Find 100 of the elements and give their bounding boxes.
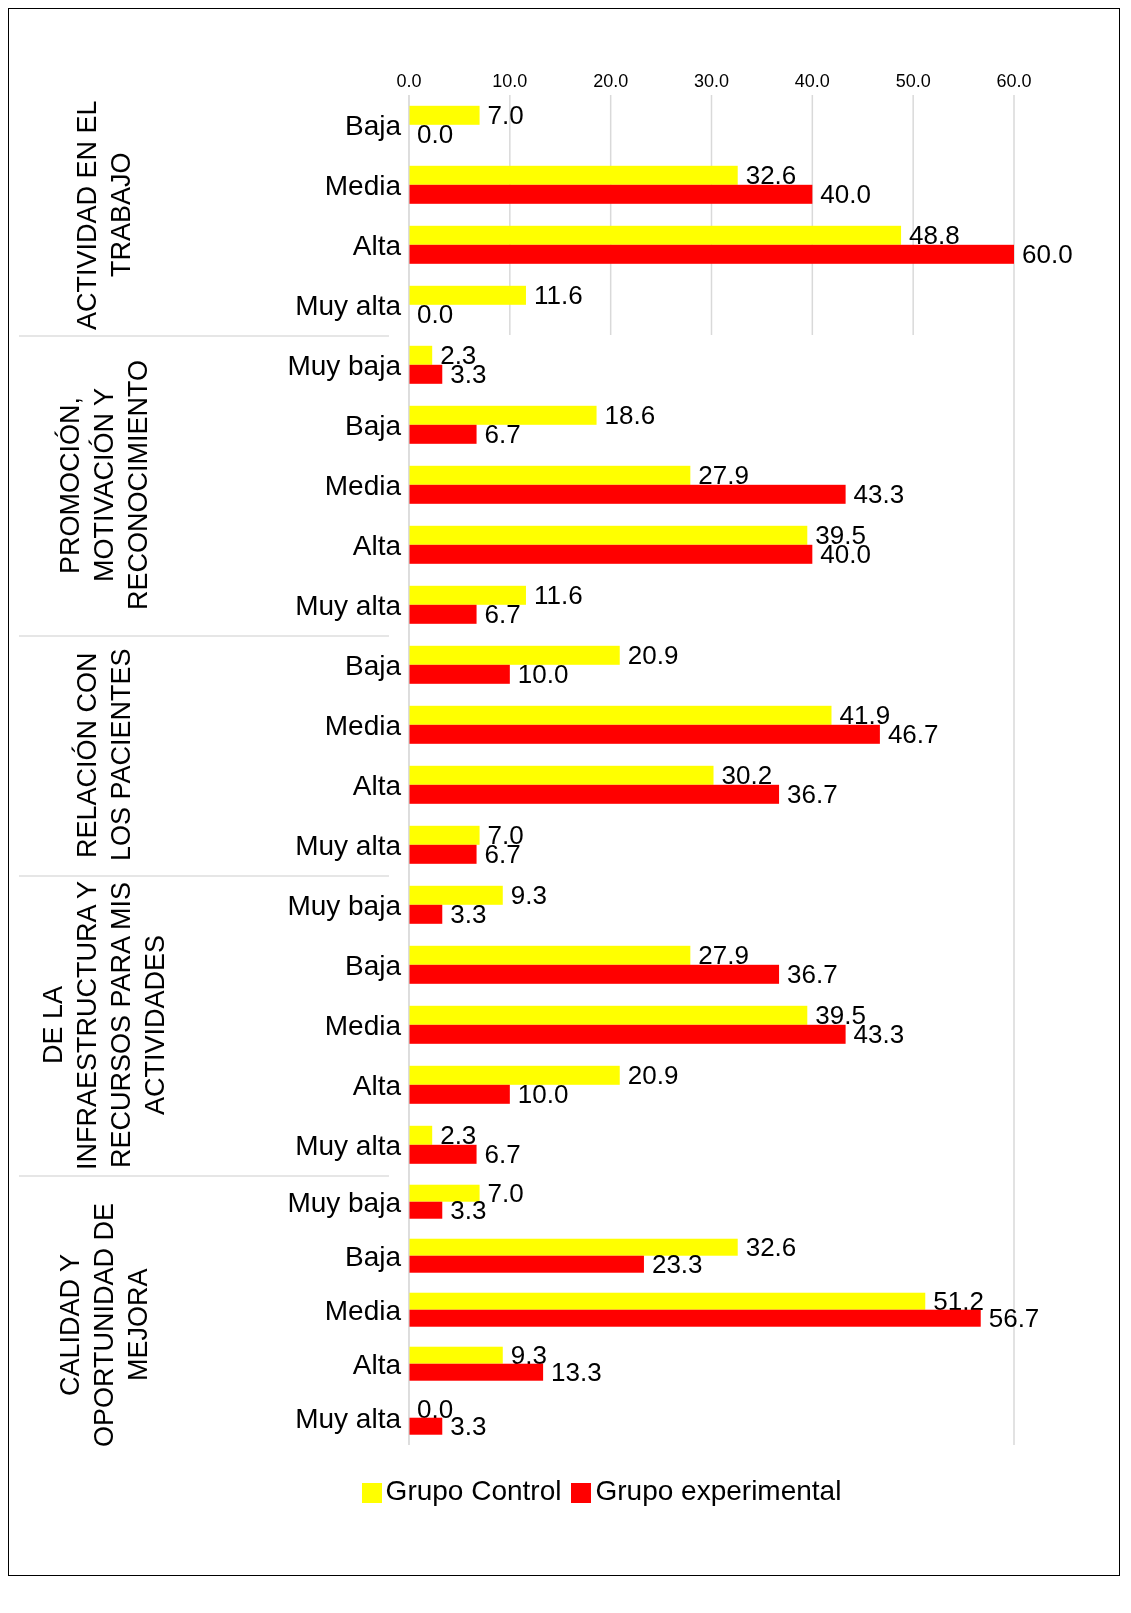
data-label: 36.7	[787, 959, 838, 990]
bar	[409, 525, 808, 545]
y-tick-label: Media	[324, 169, 402, 201]
y-tick-label: Muy baja	[287, 349, 402, 381]
y-tick-label: Baja	[344, 109, 402, 141]
bar	[409, 244, 1014, 264]
data-label: 23.3	[651, 1249, 703, 1280]
bar	[409, 1292, 926, 1310]
bar	[409, 285, 526, 305]
y-tick-label: Alta	[352, 1069, 402, 1101]
data-label: 32.6	[745, 160, 797, 191]
text: CALIDAD Y OPORTUNIDAD DE MEJORA	[54, 1202, 154, 1449]
y-tick-label: Media	[324, 709, 402, 741]
data-label: 9.3	[510, 1340, 547, 1371]
y-tick-label: Alta	[352, 769, 402, 801]
data-label: 41.9	[839, 700, 891, 731]
x-tick-label: 30.0	[693, 71, 730, 91]
bar	[409, 1144, 477, 1164]
y-tick-label: Baja	[344, 949, 402, 981]
bar	[409, 664, 510, 684]
data-label: 27.9	[698, 940, 749, 971]
data-label: 48.8	[909, 220, 960, 251]
data-label: 20.9	[627, 1060, 679, 1091]
data-label: 11.6	[533, 280, 583, 311]
bar	[409, 1024, 846, 1044]
data-label: 3.3	[450, 1195, 487, 1226]
data-label: 51.2	[933, 1286, 984, 1317]
bar	[409, 964, 780, 984]
bar	[409, 184, 813, 204]
legend-label: Grupo Control	[385, 1475, 562, 1506]
bar	[409, 844, 477, 864]
bar	[409, 405, 597, 425]
data-label: 6.7	[484, 599, 521, 630]
data-label: 43.3	[853, 479, 905, 510]
data-label: 6.7	[484, 419, 521, 450]
data-label: 36.7	[787, 779, 838, 810]
bar	[409, 165, 738, 185]
y-tick-label: Muy alta	[295, 289, 402, 321]
text: PROMOCIÓN, MOTIVACIÓN Y RECONOCIMIENTO	[53, 359, 154, 612]
bar	[409, 345, 433, 365]
bar	[409, 1255, 644, 1273]
bar	[409, 705, 832, 725]
text: RELACIÓN CON LOS PACIENTES	[70, 647, 137, 864]
text: DE LA INFRAESTRUCTURA Y RECURSOS PARA MIS ACTIVIDADES	[37, 879, 171, 1172]
bar	[409, 1125, 433, 1145]
bar	[409, 1201, 443, 1219]
y-tick-label: Alta	[352, 1348, 402, 1380]
data-label: 3.3	[450, 899, 487, 930]
text: ACTIVIDAD EN EL TRABAJO	[71, 99, 137, 332]
bar	[409, 1363, 544, 1381]
data-label: 10.0	[517, 1079, 569, 1110]
x-tick-label: 50.0	[895, 71, 931, 91]
bar	[409, 604, 477, 624]
data-label: 40.0	[820, 179, 871, 210]
y-tick-label: Muy alta	[295, 1129, 402, 1161]
y-tick-label: Media	[324, 469, 402, 501]
y-tick-label: Alta	[352, 529, 402, 561]
bar	[409, 1309, 981, 1327]
y-tick-label: Muy alta	[295, 829, 402, 861]
data-label: 7.0	[487, 1178, 524, 1209]
bar	[409, 825, 480, 845]
data-label: 60.0	[1022, 239, 1073, 270]
bar	[409, 105, 480, 125]
y-tick-label: Baja	[344, 649, 402, 681]
data-label: 30.2	[721, 760, 773, 791]
data-label: 18.6	[604, 400, 656, 431]
bar	[409, 544, 813, 564]
y-tick-label: Baja	[344, 1240, 402, 1272]
bar	[409, 225, 902, 245]
y-tick-label: Baja	[344, 409, 402, 441]
y-tick-label: Muy baja	[287, 889, 402, 921]
bar	[409, 904, 443, 924]
y-tick-label: Media	[324, 1294, 402, 1326]
data-label: 32.6	[745, 1232, 797, 1263]
legend-label: Grupo experimental	[595, 1475, 842, 1506]
data-label: 13.3	[551, 1357, 602, 1388]
data-label: 7.0	[487, 100, 524, 131]
x-tick-label: 10.0	[492, 71, 528, 91]
x-tick-label: 60.0	[996, 71, 1032, 91]
bar	[409, 1184, 480, 1202]
bar	[409, 585, 526, 605]
bar	[409, 364, 443, 384]
data-label: 56.7	[988, 1303, 1040, 1334]
bar	[409, 424, 477, 444]
bar	[409, 945, 691, 965]
bar	[409, 885, 503, 905]
y-tick-label: Muy alta	[295, 1402, 402, 1434]
x-tick-label: 0.0	[396, 71, 422, 91]
data-label: 11.6	[533, 580, 583, 611]
data-label: 27.9	[698, 460, 749, 491]
bar	[409, 784, 780, 804]
bar	[409, 1417, 443, 1435]
data-label: 10.0	[517, 659, 569, 690]
bar	[409, 1084, 510, 1104]
x-tick-label: 40.0	[794, 71, 830, 91]
data-label: 0.0	[417, 299, 454, 330]
bar	[409, 465, 691, 485]
y-tick-label: Alta	[352, 229, 402, 261]
bar	[409, 1065, 620, 1085]
data-label: 6.7	[484, 1139, 521, 1170]
